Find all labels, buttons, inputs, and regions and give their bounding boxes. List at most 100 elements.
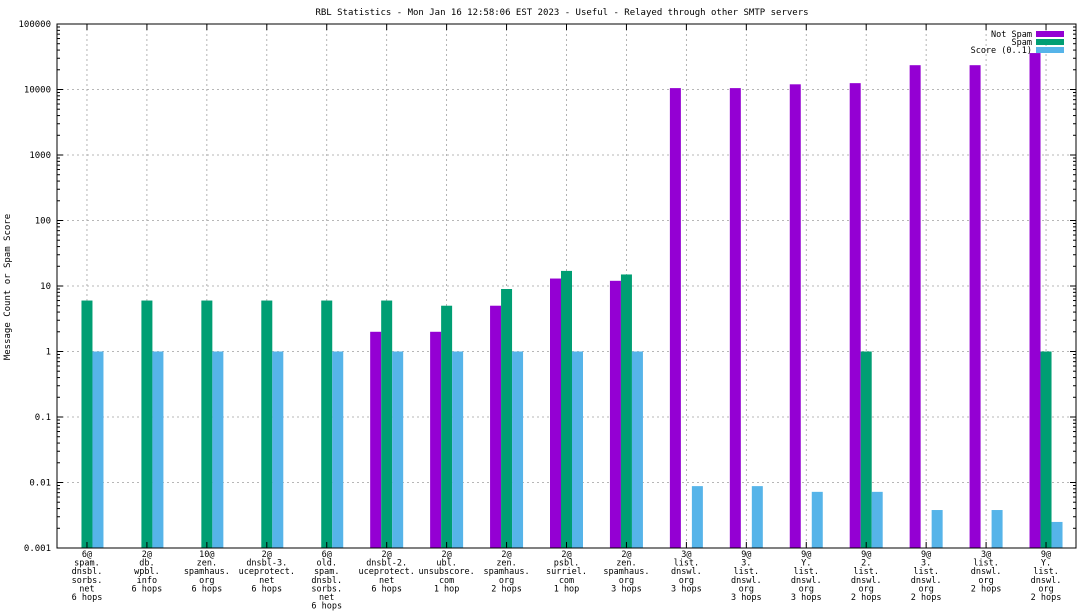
x-tick-label-line: 3@ (681, 550, 691, 560)
x-tick-label-line: 2 hops (851, 593, 882, 603)
bar-spam (561, 270, 572, 548)
x-tick-label-line: list. (734, 567, 760, 577)
x-tick-label-line: spamhaus. (484, 567, 530, 577)
x-tick-label-line: 2 hops (971, 584, 1002, 594)
bar-spam (1040, 351, 1052, 548)
bar-score-0-1 (392, 351, 404, 548)
bar-not-spam (370, 331, 382, 548)
x-tick-label: 9@ 2. list. dnswl. org 2 hops (851, 550, 882, 603)
bar-not-spam (969, 65, 981, 548)
x-tick-label-line: list. (1033, 567, 1059, 577)
x-tick-label: 3@ list. dnswl. org 3 hops (671, 550, 702, 594)
x-tick-label: 2@ psbl. surriel. com 1 hop (546, 550, 587, 594)
y-tick-label: 100000 (18, 20, 51, 30)
x-tick-label-line: zen. (496, 559, 516, 569)
x-tick-label-line: com (439, 576, 454, 586)
x-tick-label-line: dnswl. (731, 576, 762, 586)
x-tick-label-line: org (739, 584, 754, 594)
y-tick-label: 1000 (29, 151, 51, 161)
x-tick-label: 2@ db. wpbl. info 6 hops (132, 550, 163, 594)
bar-not-spam (550, 278, 561, 548)
x-tick-label-line: 6 hops (72, 593, 103, 603)
x-tick-label-line: 6 hops (251, 584, 282, 594)
bar-score-0-1 (811, 491, 823, 548)
x-tick-label-line: org (978, 576, 993, 586)
x-tick-label-line: org (859, 584, 874, 594)
bar-spam (860, 351, 872, 548)
bar-score-0-1 (452, 351, 464, 548)
x-tick-label-line: 3. (921, 559, 931, 569)
x-tick-label-line: 2@ (142, 550, 152, 560)
bar-spam (441, 305, 453, 548)
x-tick-label-line: 3 hops (611, 584, 642, 594)
y-axis-label: Message Count or Spam Score (3, 214, 13, 360)
x-tick-label-line: 1 hop (554, 584, 580, 594)
y-tick-label: 10 (40, 282, 51, 292)
x-tick-label: 2@ dnsbl-3. uceprotect. net 6 hops (239, 550, 295, 594)
legend-label: Score (0..1) (971, 46, 1032, 56)
x-tick-label-line: 9@ (861, 550, 871, 560)
x-tick-label-line: net (79, 584, 94, 594)
x-tick-label-line: 2@ (621, 550, 631, 560)
legend-swatch (1036, 31, 1064, 37)
x-tick-label-line: org (1038, 584, 1053, 594)
x-tick-label: 9@ Y. list. dnswl. org 2 hops (1031, 550, 1062, 603)
x-tick-label-line: net (259, 576, 274, 586)
bar-not-spam (490, 305, 502, 548)
x-tick-label-line: dnswl. (911, 576, 942, 586)
x-tick-label-line: Y. (801, 559, 811, 569)
x-tick-label-line: 2@ (501, 550, 511, 560)
chart-title: RBL Statistics - Mon Jan 16 12:58:06 EST… (315, 8, 808, 18)
x-tick-label-line: org (619, 576, 634, 586)
x-tick-label-line: db. (139, 559, 154, 569)
bar-spam (261, 300, 273, 548)
bar-score-0-1 (1051, 521, 1063, 548)
x-tick-label-line: Y. (1041, 559, 1051, 569)
x-tick-label-line: 1 hop (434, 584, 460, 594)
bar-spam (81, 300, 93, 548)
x-tick-label-line: 3@ (981, 550, 991, 560)
x-tick-label-line: dnswl. (851, 576, 882, 586)
y-tick-label: 1 (46, 348, 51, 358)
y-tick-label: 0.1 (35, 413, 51, 423)
x-tick-label-line: old. (316, 559, 336, 569)
x-tick-label-line: 2@ (262, 550, 272, 560)
x-tick-label-line: spam. (314, 567, 340, 577)
x-tick-label-line: 6 hops (191, 584, 222, 594)
x-tick-label-line: info (137, 576, 157, 586)
bar-score-0-1 (691, 486, 703, 548)
x-tick-label-line: 2 hops (911, 593, 942, 603)
x-tick-label-line: uceprotect. (359, 567, 415, 577)
bar-spam (501, 288, 513, 548)
bar-score-0-1 (572, 351, 583, 548)
x-tick-label-line: 10@ (199, 550, 214, 560)
x-tick-label-line: surriel. (546, 567, 587, 577)
bars (81, 53, 1063, 549)
bar-score-0-1 (631, 351, 643, 548)
x-tick-label: 9@ 3. list. dnswl. org 3 hops (731, 550, 762, 603)
x-tick-label-line: dnswl. (791, 576, 822, 586)
bar-score-0-1 (152, 351, 164, 548)
x-tick-label-line: dnsbl. (311, 576, 342, 586)
x-tick-label-line: psbl. (554, 559, 580, 569)
x-tick-label-line: 9@ (921, 550, 931, 560)
x-tick-label-line: list. (913, 567, 939, 577)
x-tick-label-line: list. (853, 567, 879, 577)
x-tick-label-line: net (319, 593, 334, 603)
bar-score-0-1 (92, 351, 104, 548)
y-tick-label: 0.01 (29, 479, 51, 489)
x-tick-label-line: com (559, 576, 574, 586)
x-tick-label-line: 6@ (322, 550, 332, 560)
bar-score-0-1 (931, 510, 943, 548)
x-tick-label-line: list. (674, 559, 700, 569)
bar-not-spam (789, 84, 801, 548)
bar-not-spam (430, 331, 442, 548)
x-tick-label-line: spam. (74, 559, 100, 569)
x-tick-label: 3@ list. dnswl. org 2 hops (971, 550, 1002, 594)
x-tick-label: 9@ 3. list. dnswl. org 2 hops (911, 550, 942, 603)
x-tick-label: 2@ ubl. unsubscore. com 1 hop (418, 550, 474, 594)
x-tick-label-line: dnsbl-2. (366, 559, 407, 569)
